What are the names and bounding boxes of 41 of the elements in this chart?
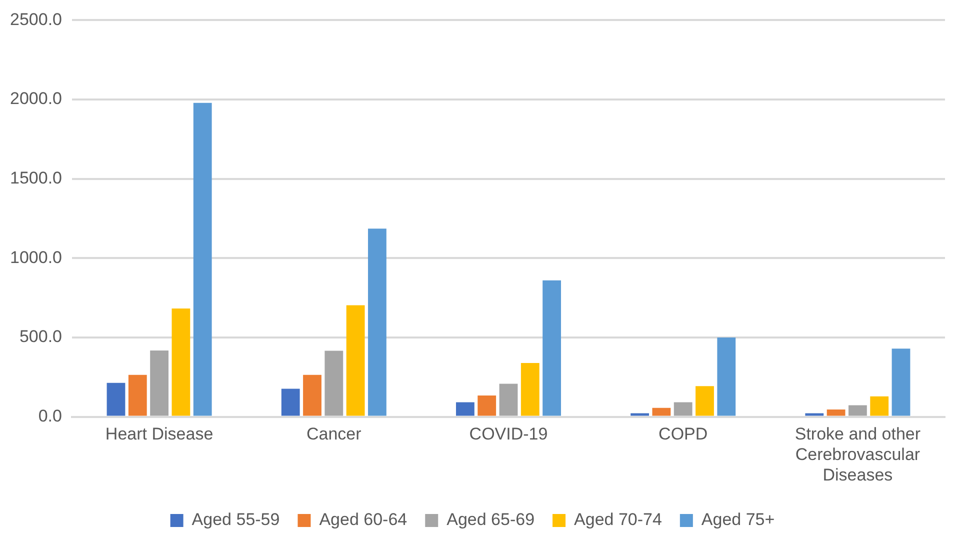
bar <box>150 350 168 416</box>
bar <box>520 363 540 416</box>
legend-label: Aged 60-64 <box>319 510 408 530</box>
bar <box>128 374 147 416</box>
bar <box>303 374 322 416</box>
y-tick-label: 1500.0 <box>10 168 62 188</box>
bar <box>542 280 561 416</box>
y-tick-label: 2500.0 <box>10 10 62 29</box>
bar <box>456 402 474 416</box>
bar <box>630 413 649 416</box>
bar <box>368 228 386 416</box>
x-tick-label: Cancer <box>306 424 362 444</box>
bar <box>674 402 692 416</box>
bar <box>324 350 344 416</box>
x-tick-label: COPD <box>658 424 708 444</box>
bar <box>870 396 889 416</box>
bar <box>848 405 867 416</box>
bar <box>696 386 714 416</box>
legend-label: Aged 75+ <box>701 510 775 530</box>
bar <box>892 348 910 416</box>
bar <box>652 408 671 416</box>
x-tick-label: Heart Disease <box>105 424 214 444</box>
bar <box>172 308 190 416</box>
bar <box>106 382 126 416</box>
legend-label: Aged 55-59 <box>192 510 280 530</box>
bar <box>346 305 365 416</box>
y-tick-label: 2000.0 <box>10 89 62 108</box>
bar <box>478 396 496 416</box>
y-tick-label: 0.0 <box>38 406 62 426</box>
bar <box>281 388 300 416</box>
bar <box>805 413 824 416</box>
x-tick-label: COVID-19 <box>469 424 548 444</box>
bar <box>193 102 212 416</box>
bar <box>717 337 736 416</box>
bar <box>826 410 846 416</box>
bar <box>499 384 518 416</box>
y-tick-label: 500.0 <box>19 327 62 346</box>
x-tick-label: Stroke and other Cerebrovascular Diseases <box>794 424 921 484</box>
legend-label: Aged 70-74 <box>574 510 662 530</box>
y-tick-label: 1000.0 <box>10 248 62 267</box>
legend-label: Aged 65-69 <box>446 510 535 530</box>
